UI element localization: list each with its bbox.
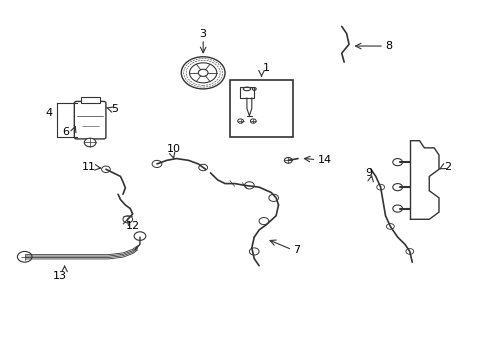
Circle shape [189, 63, 216, 83]
Circle shape [152, 160, 162, 167]
Circle shape [405, 249, 413, 254]
Circle shape [102, 166, 110, 172]
Circle shape [259, 217, 268, 225]
FancyBboxPatch shape [74, 102, 106, 139]
Circle shape [392, 158, 402, 166]
Circle shape [237, 119, 243, 123]
Text: 1: 1 [263, 63, 269, 73]
Circle shape [84, 138, 96, 147]
Circle shape [249, 248, 259, 255]
Text: 4: 4 [45, 108, 52, 118]
Circle shape [198, 69, 207, 76]
Text: 10: 10 [166, 144, 181, 154]
Circle shape [134, 232, 145, 240]
Circle shape [284, 157, 291, 163]
Ellipse shape [252, 87, 256, 90]
Circle shape [199, 164, 207, 171]
Ellipse shape [243, 87, 250, 91]
Text: 2: 2 [443, 162, 450, 172]
Text: 13: 13 [53, 271, 66, 281]
Text: 9: 9 [364, 168, 371, 178]
Text: 5: 5 [111, 104, 118, 113]
Bar [229, 80, 292, 137]
Text: 14: 14 [317, 156, 331, 165]
Circle shape [244, 182, 254, 189]
Text: 3: 3 [199, 29, 206, 39]
Circle shape [250, 119, 256, 123]
Circle shape [376, 184, 384, 190]
Text: 12: 12 [125, 221, 139, 231]
Circle shape [386, 224, 393, 229]
Text: 7: 7 [292, 245, 300, 255]
Circle shape [122, 216, 132, 223]
Circle shape [392, 205, 402, 212]
Circle shape [268, 194, 278, 202]
Text: 8: 8 [385, 41, 392, 51]
Circle shape [181, 57, 224, 89]
Bar [81, 97, 100, 103]
Text: 11: 11 [82, 162, 96, 172]
Text: 6: 6 [62, 127, 69, 137]
Circle shape [18, 251, 32, 262]
Circle shape [392, 184, 402, 191]
